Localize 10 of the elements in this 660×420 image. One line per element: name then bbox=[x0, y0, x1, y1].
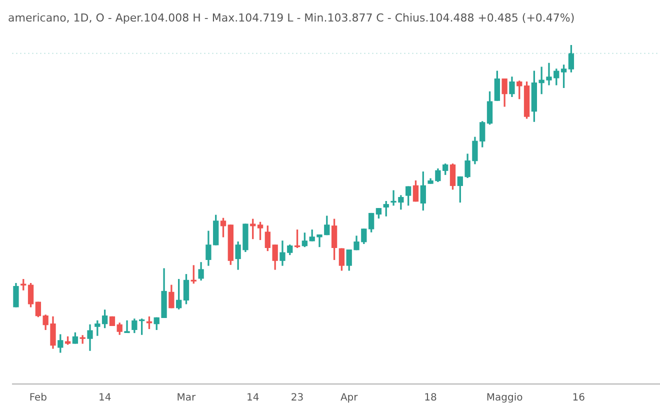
x-tick-label: 18 bbox=[424, 392, 437, 404]
x-tick-label: 14 bbox=[98, 392, 112, 404]
x-tick-label: Feb bbox=[29, 392, 48, 404]
x-tick-label: 16 bbox=[572, 392, 585, 404]
x-tick-label: Mar bbox=[176, 392, 197, 404]
x-tick-label: Apr bbox=[340, 392, 359, 404]
x-tick-label: 23 bbox=[290, 392, 304, 404]
x-tick-label: Maggio bbox=[486, 392, 523, 404]
x-tick-label: 14 bbox=[246, 392, 260, 404]
chart-title: americano, 1D, O - Aper.104.008 H - Max.104.719 L - Min.103.877 C - Chius.104.488 +0.485 (+0.47%) bbox=[8, 11, 575, 24]
